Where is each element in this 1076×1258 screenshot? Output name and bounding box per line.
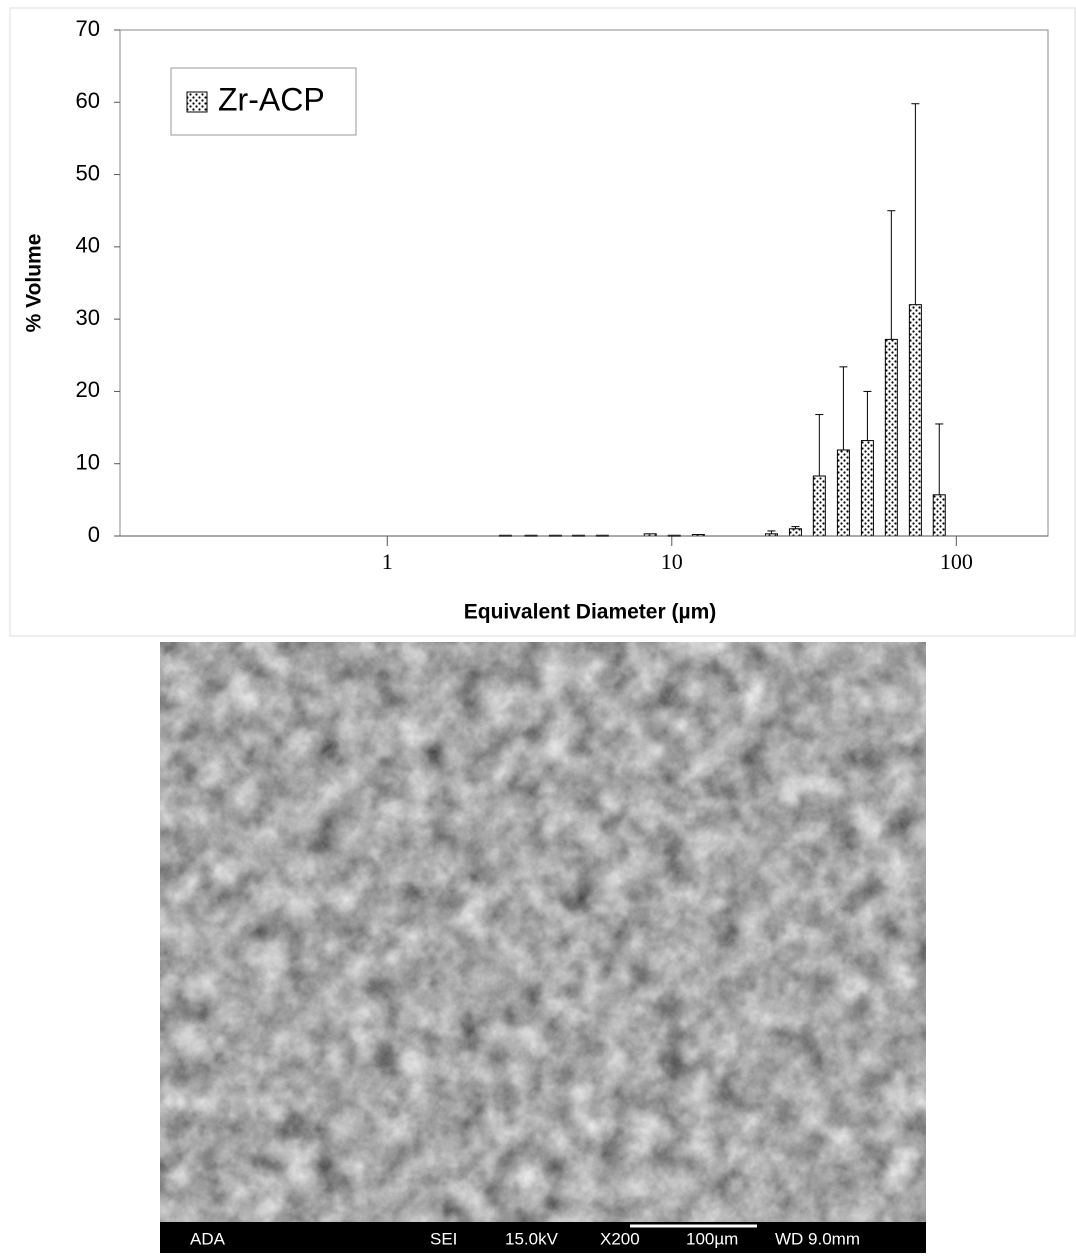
sem-label: 100µm <box>686 1229 738 1248</box>
bar <box>788 528 802 537</box>
x-tick-label: 10 <box>661 549 683 574</box>
sem-label: 15.0kV <box>505 1229 559 1248</box>
y-tick-label: 20 <box>76 377 100 402</box>
sem-label: WD 9.0mm <box>775 1229 860 1248</box>
sem-label: X200 <box>600 1229 640 1248</box>
y-tick-label: 0 <box>88 522 100 547</box>
y-tick-label: 10 <box>76 450 100 475</box>
sem-image <box>160 642 926 1222</box>
bar <box>908 304 922 537</box>
y-tick-label: 50 <box>76 160 100 185</box>
bar <box>860 440 874 537</box>
bar <box>884 338 898 537</box>
legend-swatch <box>186 91 208 113</box>
y-axis-title: % Volume <box>23 234 46 333</box>
bar <box>932 494 946 537</box>
x-tick-label: 100 <box>940 549 973 574</box>
y-tick-label: 60 <box>76 88 100 113</box>
x-tick-label: 1 <box>382 549 393 574</box>
y-tick-label: 40 <box>76 233 100 258</box>
sem-label: SEI <box>430 1229 457 1248</box>
legend-label: Zr-ACP <box>218 81 325 117</box>
y-tick-label: 70 <box>76 16 100 41</box>
y-tick-label: 30 <box>76 305 100 330</box>
bar <box>812 475 826 537</box>
x-axis-title: Equivalent Diameter (µm) <box>464 601 717 624</box>
bar <box>836 449 850 537</box>
sem-label: ADA <box>190 1229 226 1248</box>
sem-info-bar <box>160 1222 926 1253</box>
